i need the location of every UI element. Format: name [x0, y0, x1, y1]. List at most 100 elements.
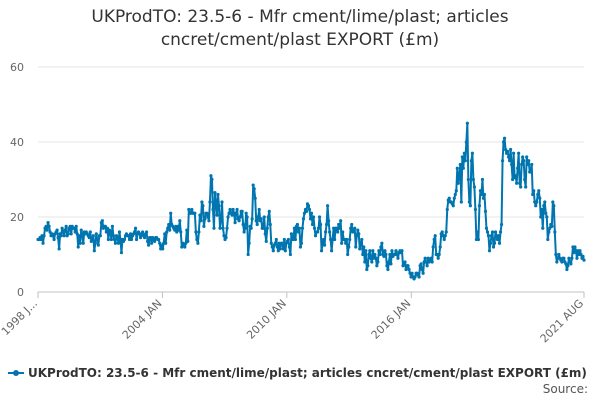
data-point[interactable]	[221, 226, 225, 230]
data-point[interactable]	[345, 237, 349, 242]
data-point[interactable]	[319, 249, 324, 253]
data-point[interactable]	[179, 230, 183, 234]
data-point[interactable]	[510, 162, 514, 167]
data-point[interactable]	[368, 249, 372, 253]
data-point[interactable]	[93, 241, 97, 245]
data-point[interactable]	[444, 230, 448, 234]
data-point[interactable]	[340, 241, 344, 245]
data-point[interactable]	[517, 151, 521, 155]
data-point[interactable]	[261, 226, 265, 230]
data-point[interactable]	[406, 264, 410, 268]
data-point[interactable]	[112, 237, 117, 242]
data-point[interactable]	[165, 230, 169, 234]
data-point[interactable]	[278, 247, 282, 251]
data-point[interactable]	[421, 271, 425, 275]
data-point[interactable]	[325, 204, 330, 208]
data-point[interactable]	[376, 260, 380, 264]
data-point[interactable]	[271, 249, 275, 253]
data-point[interactable]	[235, 207, 239, 212]
data-point[interactable]	[572, 251, 576, 255]
data-point[interactable]	[254, 219, 258, 223]
data-point[interactable]	[355, 234, 359, 238]
data-point[interactable]	[88, 230, 92, 234]
data-point[interactable]	[359, 241, 363, 245]
data-point[interactable]	[454, 189, 458, 193]
data-point[interactable]	[442, 237, 446, 242]
data-point[interactable]	[552, 204, 556, 208]
data-point[interactable]	[349, 226, 353, 230]
data-point[interactable]	[333, 237, 337, 242]
data-point[interactable]	[230, 213, 234, 217]
data-point[interactable]	[133, 226, 138, 230]
data-point[interactable]	[339, 219, 343, 223]
data-point[interactable]	[370, 260, 374, 264]
data-point[interactable]	[146, 239, 150, 243]
data-point[interactable]	[175, 230, 179, 234]
data-point[interactable]	[382, 254, 386, 258]
data-point[interactable]	[183, 245, 187, 249]
data-point[interactable]	[100, 219, 104, 223]
data-point[interactable]	[531, 192, 535, 197]
data-point[interactable]	[244, 211, 248, 215]
data-point[interactable]	[479, 192, 484, 197]
data-point[interactable]	[210, 177, 214, 182]
data-point[interactable]	[253, 196, 257, 200]
data-point[interactable]	[225, 226, 229, 230]
data-point[interactable]	[270, 245, 274, 249]
data-point[interactable]	[476, 237, 481, 242]
data-point[interactable]	[569, 262, 573, 266]
data-point[interactable]	[470, 151, 474, 155]
data-point[interactable]	[313, 234, 318, 238]
data-point[interactable]	[353, 226, 357, 230]
data-point[interactable]	[211, 207, 215, 212]
data-point[interactable]	[259, 217, 263, 221]
data-point[interactable]	[436, 256, 440, 260]
data-point[interactable]	[336, 230, 340, 234]
data-point[interactable]	[51, 234, 55, 238]
data-point[interactable]	[400, 249, 404, 253]
data-point[interactable]	[534, 204, 538, 208]
data-point[interactable]	[388, 252, 392, 257]
data-point[interactable]	[567, 256, 571, 260]
data-point[interactable]	[126, 234, 131, 238]
data-point[interactable]	[578, 249, 582, 253]
data-point[interactable]	[267, 209, 271, 213]
data-point[interactable]	[212, 226, 216, 230]
data-point[interactable]	[493, 230, 498, 234]
data-point[interactable]	[177, 228, 181, 232]
data-point[interactable]	[512, 151, 516, 155]
data-point[interactable]	[464, 140, 468, 144]
data-point[interactable]	[96, 243, 100, 247]
data-point[interactable]	[475, 230, 480, 234]
data-point[interactable]	[245, 215, 249, 219]
data-point[interactable]	[582, 258, 586, 262]
data-point[interactable]	[243, 226, 247, 230]
data-point[interactable]	[105, 226, 109, 230]
data-point[interactable]	[440, 230, 444, 234]
data-point[interactable]	[320, 241, 325, 245]
data-point[interactable]	[506, 155, 511, 159]
data-point[interactable]	[195, 237, 199, 242]
data-point[interactable]	[429, 256, 433, 260]
data-point[interactable]	[371, 249, 375, 253]
data-point[interactable]	[385, 264, 389, 268]
data-point[interactable]	[69, 232, 73, 236]
data-point[interactable]	[495, 237, 500, 242]
data-point[interactable]	[526, 162, 530, 167]
data-point[interactable]	[395, 252, 399, 257]
data-point[interactable]	[222, 234, 226, 238]
data-point[interactable]	[453, 192, 457, 197]
data-point[interactable]	[443, 234, 447, 238]
data-point[interactable]	[545, 215, 549, 219]
data-point[interactable]	[309, 211, 314, 215]
data-point[interactable]	[451, 204, 455, 208]
data-point[interactable]	[473, 207, 477, 212]
data-point[interactable]	[536, 192, 540, 197]
data-point[interactable]	[209, 174, 213, 178]
data-point[interactable]	[299, 241, 304, 245]
data-point[interactable]	[315, 230, 320, 234]
data-point[interactable]	[240, 209, 244, 213]
data-point[interactable]	[490, 230, 495, 234]
data-point[interactable]	[178, 219, 182, 223]
data-point[interactable]	[295, 222, 300, 227]
